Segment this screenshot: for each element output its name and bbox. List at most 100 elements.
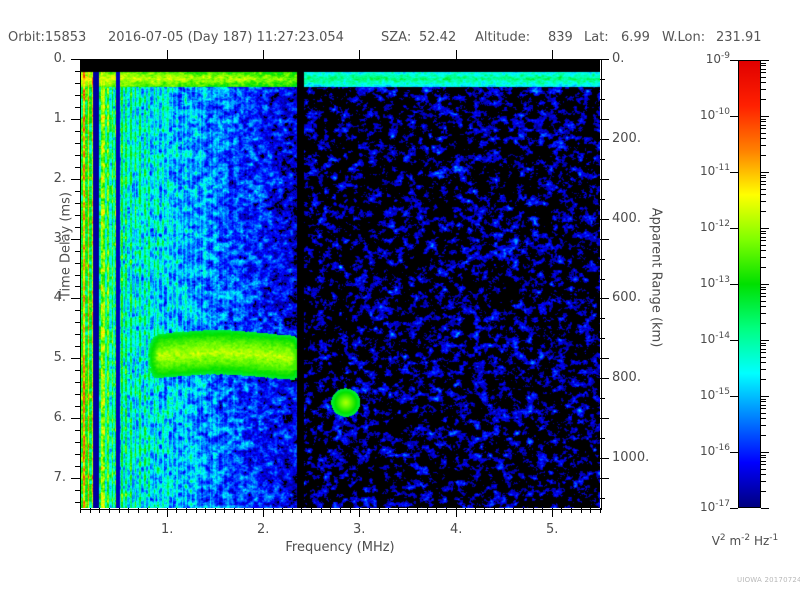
colorbar-minor-tick (761, 408, 766, 409)
y-tick-label-4: 4. (53, 290, 66, 305)
colorbar-minor-tick (761, 289, 766, 290)
axis-tick (75, 275, 80, 276)
colorbar-major-tick (730, 228, 738, 229)
colorbar-minor-tick (761, 99, 766, 100)
colorbar-minor-tick (761, 211, 766, 212)
colorbar-minor-tick (761, 155, 766, 156)
axis-tick (71, 239, 80, 240)
axis-tick (71, 119, 80, 120)
orbit-label: Orbit:15853 (8, 30, 87, 45)
colorbar-units-label: V2 m-2 Hz-1 (711, 533, 779, 548)
axis-tick (465, 508, 466, 513)
colorbar-minor-tick (761, 181, 766, 182)
colorbar-major-tick (730, 396, 738, 397)
axis-tick (90, 508, 91, 513)
latitude-label: Lat: (584, 30, 609, 45)
axis-tick (456, 508, 457, 517)
axis-tick (75, 203, 80, 204)
colorbar-minor-tick (761, 189, 766, 190)
axis-tick (600, 398, 605, 399)
axis-tick (273, 508, 274, 513)
axis-tick (75, 263, 80, 264)
axis-tick (75, 310, 80, 311)
x-tick-label-4: 5. (546, 522, 559, 537)
colorbar-minor-tick (761, 145, 766, 146)
colorbar-minor-tick (761, 296, 766, 297)
axis-tick (128, 508, 129, 513)
right-axis-title: Apparent Range (km) (648, 207, 664, 348)
colorbar-minor-tick (761, 418, 766, 419)
axis-tick (523, 508, 524, 513)
colorbar-minor-tick (761, 323, 766, 324)
right-tick-label-3: 600. (612, 290, 641, 305)
axis-tick (379, 508, 380, 513)
spectrogram-canvas (80, 59, 600, 508)
colorbar-minor-tick (761, 65, 766, 66)
colorbar-major-tick (761, 284, 769, 285)
axis-tick (407, 508, 408, 513)
axis-tick (119, 508, 120, 513)
axis-tick (75, 131, 80, 132)
axis-tick (398, 508, 399, 513)
colorbar-major-tick (730, 340, 738, 341)
colorbar-minor-tick (761, 293, 766, 294)
colorbar-major-tick (761, 508, 769, 509)
axis-tick (75, 370, 80, 371)
axis-tick (600, 418, 605, 419)
axis-tick (75, 143, 80, 144)
axis-tick (215, 508, 216, 513)
colorbar-major-tick (761, 340, 769, 341)
colorbar-minor-tick (761, 357, 766, 358)
axis-tick (600, 199, 605, 200)
axis-tick (600, 139, 609, 140)
axis-tick (600, 318, 605, 319)
axis-tick (75, 334, 80, 335)
axis-tick (71, 418, 80, 419)
axis-tick (475, 508, 476, 513)
axis-tick (456, 50, 457, 59)
x-tick-label-0: 1. (161, 522, 174, 537)
x-tick-label-3: 4. (450, 522, 463, 537)
colorbar-minor-tick (761, 413, 766, 414)
colorbar-minor-tick (761, 369, 766, 370)
colorbar-major-tick (730, 116, 738, 117)
axis-tick (600, 219, 609, 220)
colorbar-minor-tick (761, 267, 766, 268)
axis-tick (340, 508, 341, 513)
colorbar-minor-tick (761, 63, 766, 64)
header-metadata-bar: Orbit:15853 2016-07-05 (Day 187) 11:27:2… (0, 30, 800, 48)
axis-tick (71, 179, 80, 180)
altitude-label: Altitude: (475, 30, 531, 45)
colorbar-minor-tick (761, 457, 766, 458)
axis-tick (436, 508, 437, 513)
right-tick-label-2: 400. (612, 211, 641, 226)
sza-value: 52.42 (419, 30, 457, 45)
colorbar-minor-tick (761, 72, 766, 73)
axis-tick (504, 508, 505, 513)
axis-tick (75, 430, 80, 431)
axis-tick (600, 508, 601, 513)
right-tick-label-4: 800. (612, 370, 641, 385)
axis-tick (600, 358, 605, 359)
colorbar-minor-tick (761, 177, 766, 178)
y-tick-label-7: 7. (53, 470, 66, 485)
axis-tick (552, 508, 553, 517)
right-tick-label-0: 0. (612, 51, 625, 66)
axis-tick (75, 454, 80, 455)
colorbar-minor-tick (761, 240, 766, 241)
axis-tick (205, 508, 206, 513)
colorbar-minor-tick (761, 175, 766, 176)
colorbar-tick-label-3: 10-12 (700, 219, 730, 234)
colorbar-major-tick (730, 172, 738, 173)
colorbar-minor-tick (761, 345, 766, 346)
colorbar-major-tick (761, 452, 769, 453)
colorbar-minor-tick (761, 461, 766, 462)
axis-tick (75, 167, 80, 168)
y-tick-label-2: 2. (53, 171, 66, 186)
axis-tick (75, 406, 80, 407)
colorbar-minor-tick (761, 481, 766, 482)
colorbar-minor-tick (761, 491, 766, 492)
colorbar-minor-tick (761, 474, 766, 475)
axis-tick (600, 378, 609, 379)
colorbar-tick-label-1: 10-10 (700, 107, 730, 122)
